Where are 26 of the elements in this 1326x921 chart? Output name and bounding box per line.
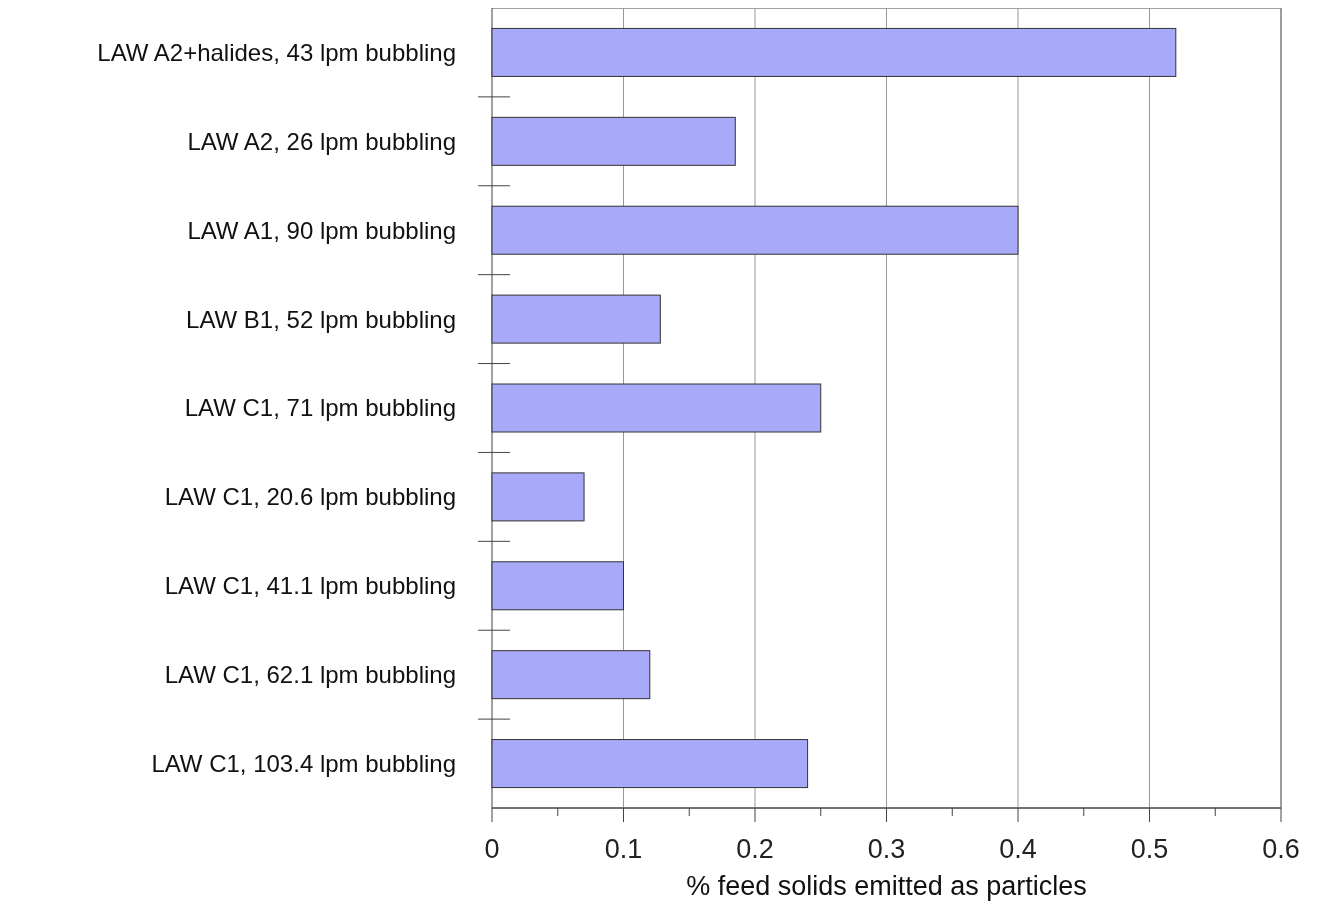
- x-tick-label: 0.6: [1262, 834, 1300, 864]
- y-tick-label: LAW C1, 41.1 lpm bubbling: [164, 572, 456, 600]
- x-tick-label: 0: [484, 834, 500, 864]
- y-tick-label: LAW C1, 62.1 lpm bubbling: [164, 661, 456, 689]
- y-tick-label: LAW C1, 103.4 lpm bubbling: [151, 749, 456, 777]
- x-tick-label: 0.2: [736, 834, 774, 864]
- y-tick-label: LAW A2+halides, 43 lpm bubbling: [97, 38, 456, 66]
- x-tick-label: 0.4: [999, 834, 1037, 864]
- y-tick-label: LAW A2, 26 lpm bubbling: [187, 127, 456, 155]
- bar: [491, 650, 651, 700]
- y-tick-label: LAW A1, 90 lpm bubbling: [187, 216, 456, 244]
- bar: [491, 472, 585, 522]
- bar: [491, 116, 736, 166]
- x-tick-label: 0.3: [867, 834, 906, 864]
- y-tick-label: LAW C1, 71 lpm bubbling: [184, 394, 456, 422]
- bar: [491, 27, 1177, 77]
- bar: [491, 205, 1019, 255]
- x-tick-label: 0.5: [1130, 834, 1169, 864]
- y-tick-label: LAW C1, 20.6 lpm bubbling: [164, 483, 456, 511]
- x-tick-label: 0.1: [604, 834, 643, 864]
- bar: [491, 294, 661, 344]
- bar: [491, 561, 624, 611]
- bar: [491, 739, 809, 789]
- x-axis-title: % feed solids emitted as particles: [686, 871, 1087, 901]
- y-tick-label: LAW B1, 52 lpm bubbling: [186, 305, 456, 333]
- bar: [491, 383, 822, 433]
